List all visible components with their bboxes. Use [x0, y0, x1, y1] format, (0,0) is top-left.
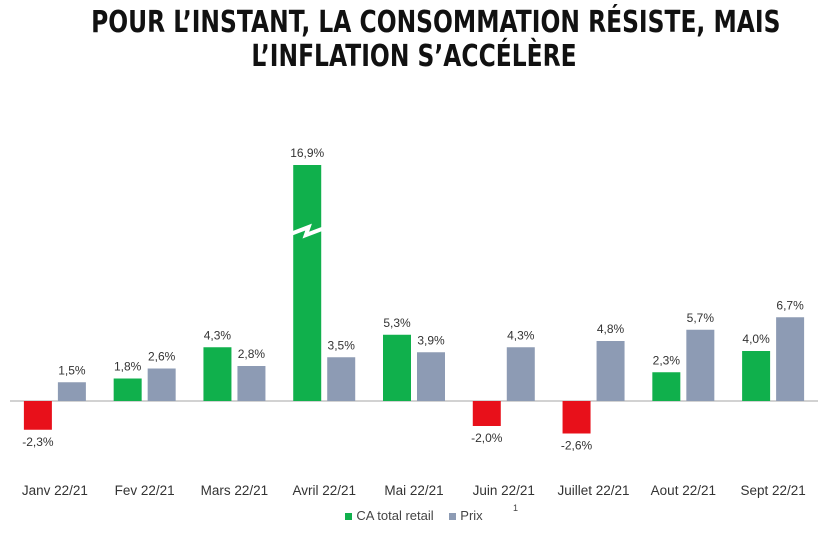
data-label-ca-8: 4,0%	[742, 332, 770, 346]
x-tick-label-3: Avril 22/21	[292, 483, 356, 498]
x-tick-label-4: Mai 22/21	[384, 483, 443, 498]
data-label-prix-5: 4,3%	[507, 328, 535, 342]
legend-label-prix: Prix	[460, 508, 483, 523]
bar-ca-8	[742, 351, 771, 401]
x-tick-label-8: Sept 22/21	[740, 483, 805, 498]
x-tick-label-7: Aout 22/21	[651, 483, 716, 498]
chart-title-line-1: POUR L’INSTANT, LA CONSOMMATION RÉSISTE,…	[91, 5, 781, 40]
bar-prix-7	[686, 329, 715, 401]
data-label-ca-0: -2,3%	[22, 435, 54, 449]
data-label-ca-4: 5,3%	[383, 316, 411, 330]
bar-ca-3	[293, 165, 322, 401]
legend-swatch-prix	[449, 513, 457, 521]
bar-ca-5	[472, 401, 501, 426]
bar-prix-0	[57, 382, 86, 401]
data-label-ca-2: 4,3%	[204, 328, 232, 342]
chart-title-line-2: L’INFLATION S’ACCÉLÈRE	[251, 39, 577, 74]
bar-prix-5	[506, 347, 535, 401]
bar-ca-7	[652, 372, 681, 401]
x-tick-label-0: Janv 22/21	[22, 483, 88, 498]
data-label-ca-7: 2,3%	[653, 353, 681, 367]
legend-swatch-ca	[345, 513, 353, 521]
legend-item-prix: Prix	[449, 508, 483, 523]
data-label-prix-7: 5,7%	[687, 311, 715, 325]
chart-title: POUR L’INSTANT, LA CONSOMMATION RÉSISTE,…	[91, 5, 781, 74]
bar-ca-2	[203, 347, 232, 401]
bar-ca-1	[113, 378, 142, 401]
data-label-prix-0: 1,5%	[58, 363, 86, 377]
x-tick-label-5: Juin 22/21	[473, 483, 535, 498]
chart-legend: CA total retail Prix	[0, 508, 828, 523]
bar-prix-6	[596, 341, 625, 401]
bar-ca-0	[23, 401, 52, 430]
bar-prix-3	[327, 357, 356, 401]
data-label-prix-2: 2,8%	[238, 347, 266, 361]
legend-label-ca: CA total retail	[356, 508, 434, 523]
data-label-ca-3: 16,9%	[290, 146, 324, 160]
data-label-prix-3: 3,5%	[328, 338, 356, 352]
data-label-ca-5: -2,0%	[471, 431, 503, 445]
bar-prix-2	[237, 366, 266, 401]
bar-prix-1	[147, 368, 176, 401]
data-label-prix-4: 3,9%	[417, 333, 445, 347]
data-label-prix-1: 2,6%	[148, 350, 176, 364]
axis-break-mark	[289, 223, 325, 239]
bar-ca-6	[562, 401, 591, 434]
x-tick-label-1: Fev 22/21	[115, 483, 175, 498]
x-tick-label-6: Juillet 22/21	[558, 483, 630, 498]
data-label-prix-8: 6,7%	[776, 298, 804, 312]
bar-prix-4	[417, 352, 445, 401]
legend-item-ca: CA total retail	[345, 508, 434, 523]
data-label-ca-1: 1,8%	[114, 360, 142, 374]
bar-prix-8	[776, 317, 805, 401]
data-label-prix-6: 4,8%	[597, 322, 625, 336]
x-tick-label-2: Mars 22/21	[201, 483, 269, 498]
footnote-marker: 1	[513, 503, 519, 513]
bar-ca-4	[383, 334, 411, 401]
data-label-ca-6: -2,6%	[561, 439, 593, 453]
